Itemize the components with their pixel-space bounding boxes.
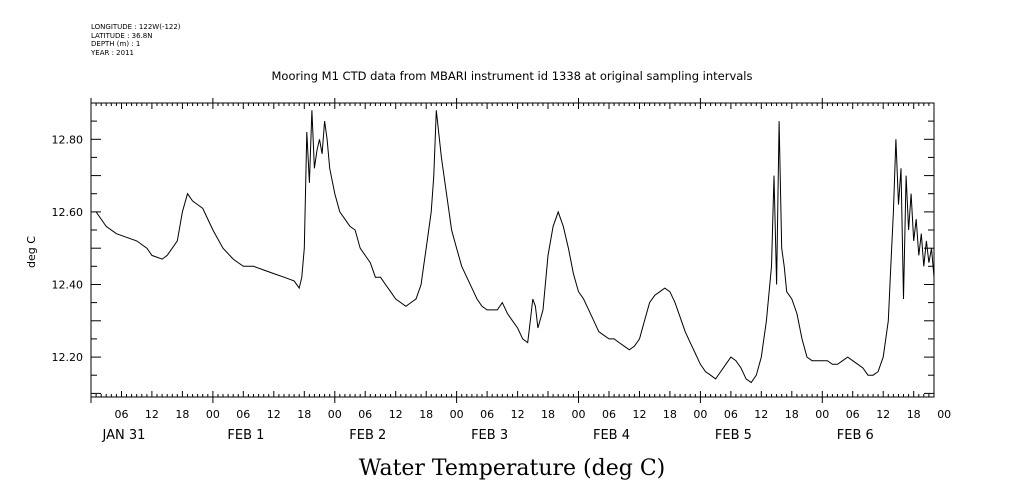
x-tick-label: 00: [206, 408, 220, 421]
x-tick-label: 00: [328, 408, 342, 421]
x-tick-label: 06: [236, 408, 250, 421]
axis-ticks: [90, 98, 935, 403]
x-tick-label: 06: [602, 408, 616, 421]
x-tick-label: 00: [450, 408, 464, 421]
day-label: FEB 6: [837, 428, 874, 443]
x-tick-label: 12: [876, 408, 890, 421]
x-tick-label: 00: [937, 408, 951, 421]
x-tick-label: 06: [358, 408, 372, 421]
x-tick-label: 18: [541, 408, 555, 421]
day-label: FEB 5: [715, 428, 752, 443]
y-tick-label: 12.80: [52, 133, 84, 146]
x-tick-label: 06: [480, 408, 494, 421]
x-tick-label: 00: [572, 408, 586, 421]
x-tick-label: 06: [115, 408, 129, 421]
temperature-series-line: [95, 110, 935, 384]
day-label: FEB 4: [593, 428, 630, 443]
x-tick-label: 12: [389, 408, 403, 421]
x-tick-label: 12: [145, 408, 159, 421]
y-tick-label: 12.40: [52, 279, 84, 292]
x-tick-label: 12: [511, 408, 525, 421]
x-axis-label: Water Temperature (deg C): [359, 456, 666, 481]
x-tick-label: 06: [724, 408, 738, 421]
chart-title: Mooring M1 CTD data from MBARI instrumen…: [272, 69, 753, 83]
day-label: FEB 1: [227, 428, 264, 443]
y-tick-label: 12.20: [52, 351, 84, 364]
latitude-text: LATITUDE : 36.8N: [91, 31, 153, 40]
x-tick-label: 12: [633, 408, 647, 421]
day-labels: JAN 31 FEB 1 FEB 2 FEB 3 FEB 4 FEB 5 FEB 6: [102, 428, 874, 443]
x-tick-label: 18: [907, 408, 921, 421]
x-tick-label: 18: [297, 408, 311, 421]
day-label: FEB 3: [471, 428, 508, 443]
x-tick-label: 18: [175, 408, 189, 421]
day-label: JAN 31: [102, 428, 146, 443]
y-tick-labels: 12.20 12.40 12.60 12.80: [52, 133, 84, 364]
y-tick-label: 12.60: [52, 206, 84, 219]
x-tick-label: 06: [846, 408, 860, 421]
x-tick-label: 00: [815, 408, 829, 421]
plot-frame: [90, 102, 935, 398]
year-text: YEAR : 2011: [91, 48, 134, 57]
y-axis-label: deg C: [25, 236, 38, 268]
x-tick-label: 12: [754, 408, 768, 421]
metadata-block: LONGITUDE : 122W(-122) LATITUDE : 36.8N …: [91, 23, 181, 57]
longitude-text: LONGITUDE : 122W(-122): [91, 23, 181, 31]
x-tick-labels: 06 12 18 00 06 12 18 00 06 12 18 00 06 12 18 00 06 12 18 00…: [115, 408, 952, 421]
x-tick-label: 00: [693, 408, 707, 421]
x-tick-label: 18: [663, 408, 677, 421]
depth-text: DEPTH (m) : 1: [91, 40, 141, 49]
x-tick-label: 12: [267, 408, 281, 421]
day-label: FEB 2: [349, 428, 386, 443]
x-tick-label: 18: [419, 408, 433, 421]
x-tick-label: 18: [785, 408, 799, 421]
